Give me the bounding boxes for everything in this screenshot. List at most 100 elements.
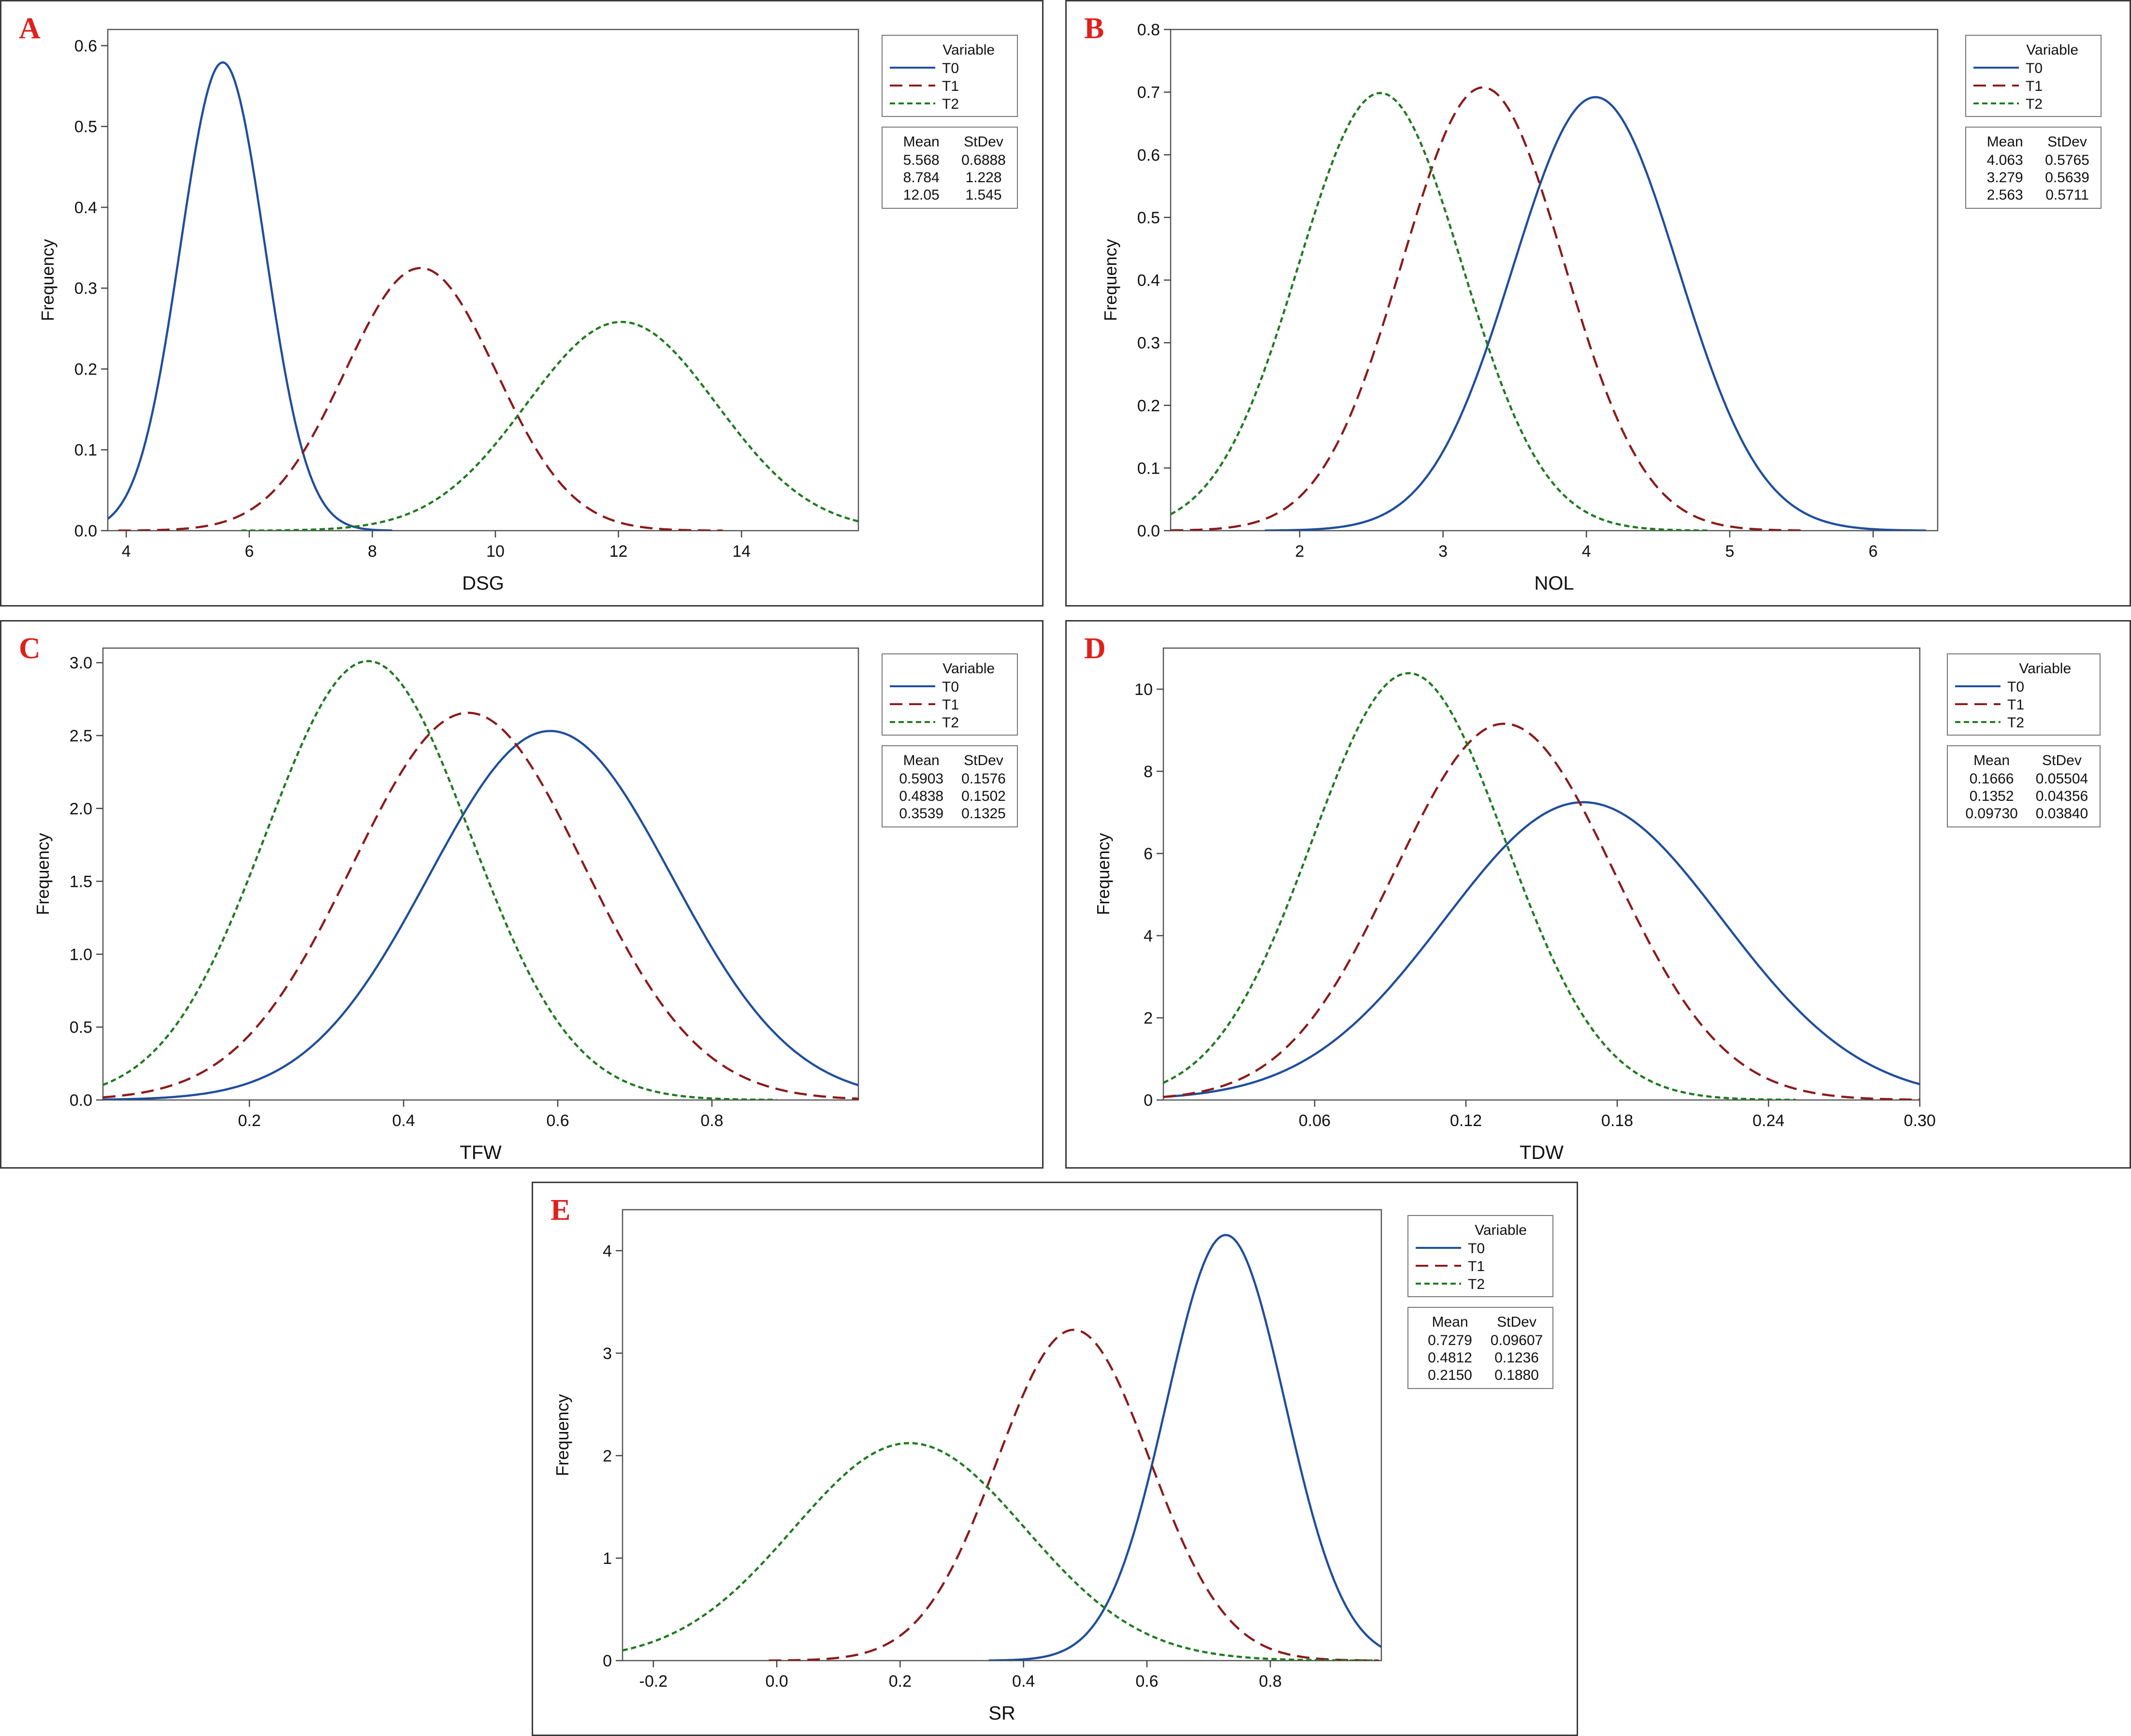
legend-label-t1: T1 (2007, 697, 2024, 713)
stats-stdev-t1: 0.5639 (2045, 170, 2089, 186)
stats-header: StDev (964, 134, 1003, 150)
stats-mean-t0: 0.1666 (1970, 771, 2014, 787)
legend-box (882, 653, 1018, 736)
y-tick-label: 2.5 (70, 727, 92, 745)
panel-letter: B (1084, 12, 1104, 45)
stats-mean-t1: 0.1352 (1970, 788, 2014, 804)
legend-box (1965, 35, 2102, 117)
x-tick-label: 0.4 (1012, 1672, 1035, 1691)
chart-svg-c: C 0.0 0.5 1.0 1.5 2.0 2.5 3.0 0.2 0.4 0.6 0.8 TFW Fre… (19, 632, 1018, 1163)
stats-stdev-t2: 1.545 (965, 187, 1001, 203)
stats-table (882, 745, 1018, 827)
stats-header: StDev (2042, 752, 2082, 768)
x-tick-label: 0.6 (1135, 1672, 1158, 1691)
y-tick-label: 0.5 (1137, 209, 1160, 227)
y-tick-label: 2.0 (70, 800, 92, 818)
stats-stdev-t0: 0.1576 (961, 771, 1006, 787)
stats-header: Mean (1432, 1314, 1468, 1330)
y-tick-label: 0.1 (74, 441, 97, 460)
stats-table (882, 127, 1018, 209)
stats-header: Mean (903, 752, 940, 768)
stats-mean-t2: 0.2150 (1428, 1367, 1472, 1383)
y-axis-label: Frequency (1093, 833, 1113, 915)
series-line-t0 (1163, 801, 1920, 1098)
series-line-t0 (1264, 96, 1926, 531)
y-tick-label: 0 (1144, 1091, 1153, 1110)
x-tick-label: 0.2 (889, 1672, 912, 1691)
series-line-t2 (241, 320, 858, 531)
legend-box (882, 35, 1018, 117)
x-tick-label: 10 (486, 542, 505, 561)
legend-label-t0: T0 (942, 60, 959, 76)
chart-panel-e: E 0 1 2 3 4 -0.2 0.0 0.2 0.4 0.6 0.8 SR Frequency Vari… (532, 1182, 1578, 1736)
panel-letter: A (19, 12, 41, 45)
legend-label-t0: T0 (2026, 60, 2043, 76)
x-tick-label: 0.06 (1299, 1112, 1331, 1130)
stats-stdev-t1: 1.228 (965, 170, 1001, 186)
x-tick-label: 0.6 (546, 1112, 569, 1130)
x-tick-label: 12 (609, 542, 628, 561)
stats-header: Mean (1987, 134, 2023, 150)
series-line-t2 (103, 660, 777, 1100)
legend-label-t2: T2 (2026, 96, 2043, 112)
x-tick-label: 5 (1725, 542, 1734, 561)
legend-label-t0: T0 (2007, 679, 2024, 695)
x-axis-label: NOL (1534, 573, 1574, 594)
series-line-t1 (1171, 86, 1807, 531)
x-axis-label: TFW (460, 1142, 502, 1163)
y-tick-label: 1.0 (70, 945, 92, 964)
stats-mean-t2: 2.563 (1987, 187, 2023, 203)
y-tick-label: 3.0 (70, 654, 92, 672)
legend-label-t2: T2 (1468, 1276, 1485, 1292)
x-axis-label: SR (988, 1703, 1015, 1724)
series-line-t2 (1163, 672, 1796, 1100)
plot-area (107, 29, 859, 532)
stats-stdev-t1: 0.1502 (961, 788, 1006, 804)
chart-svg-e: E 0 1 2 3 4 -0.2 0.0 0.2 0.4 0.6 0.8 SR Frequency Vari… (551, 1194, 1553, 1724)
y-tick-label: 1.5 (70, 873, 92, 891)
x-tick-label: 0.24 (1753, 1112, 1784, 1130)
y-tick-label: 3 (603, 1345, 612, 1363)
stats-header: StDev (1497, 1314, 1537, 1330)
legend-title: Variable (942, 661, 995, 677)
legend-title: Variable (942, 42, 995, 58)
x-tick-label: 14 (732, 542, 751, 561)
y-tick-label: 0.6 (1137, 146, 1160, 164)
stats-stdev-t0: 0.5765 (2045, 152, 2089, 168)
stats-mean-t1: 8.784 (903, 170, 940, 186)
stats-header: StDev (2047, 134, 2087, 150)
y-tick-label: 0 (603, 1652, 612, 1670)
stats-mean-t1: 3.279 (1987, 170, 2023, 186)
x-tick-label: 2 (1295, 542, 1305, 561)
y-tick-label: 10 (1134, 680, 1153, 699)
x-axis-label: TDW (1520, 1142, 1564, 1163)
y-tick-label: 0.3 (74, 279, 97, 298)
series-line-t1 (1163, 723, 1920, 1100)
series-line-t0 (988, 1234, 1381, 1661)
stats-stdev-t0: 0.6888 (961, 152, 1006, 168)
y-tick-label: 2 (603, 1447, 612, 1465)
stats-stdev-t0: 0.09607 (1491, 1332, 1543, 1348)
series-line-t1 (768, 1329, 1379, 1661)
series-line-t2 (623, 1442, 1374, 1661)
y-axis-label: Frequency (33, 833, 53, 915)
y-tick-label: 0.4 (74, 199, 97, 217)
stats-mean-t0: 5.568 (903, 152, 940, 168)
y-tick-label: 0.5 (74, 118, 97, 136)
stats-mean-t2: 0.09730 (1965, 806, 2017, 822)
y-tick-label: 0.2 (1137, 397, 1160, 415)
panel-letter: D (1084, 632, 1106, 665)
stats-table (1965, 127, 2102, 209)
series-line-t2 (1171, 92, 1708, 531)
y-tick-label: 4 (603, 1242, 612, 1260)
plot-area (102, 647, 859, 1101)
y-axis-label: Frequency (38, 239, 58, 321)
stats-mean-t1: 0.4838 (899, 788, 943, 804)
series-line-t1 (118, 267, 723, 531)
y-tick-label: 6 (1144, 845, 1153, 863)
legend-title: Variable (2019, 661, 2071, 677)
stats-stdev-t2: 0.1880 (1494, 1367, 1539, 1383)
legend-box (1407, 1215, 1553, 1297)
y-tick-label: 0.7 (1137, 84, 1160, 102)
stats-mean-t0: 4.063 (1987, 152, 2023, 168)
